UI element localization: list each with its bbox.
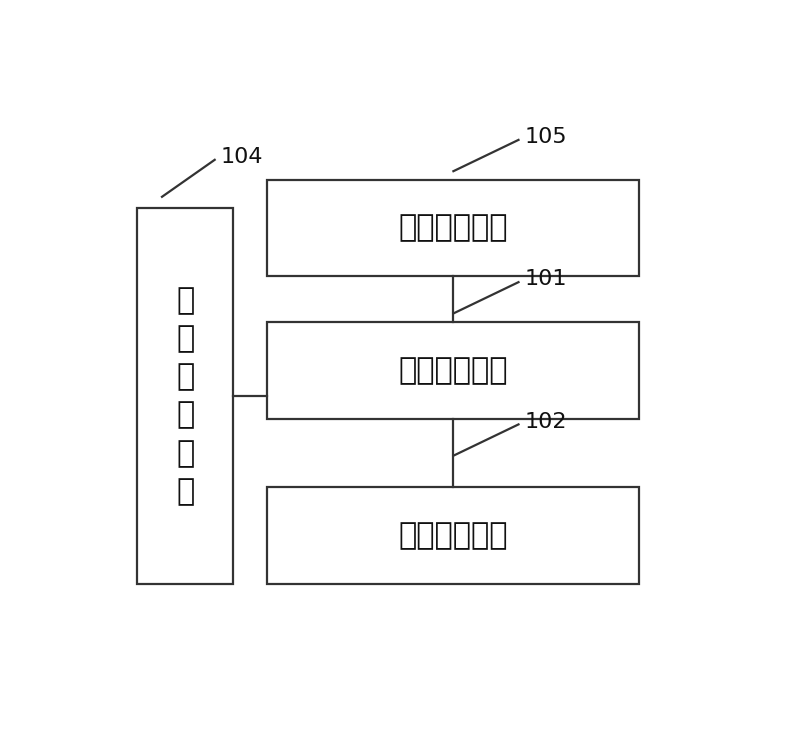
Text: 电流调整单元: 电流调整单元 (398, 521, 508, 550)
Bar (267, 322, 639, 419)
Text: 104: 104 (221, 147, 263, 167)
Bar (267, 487, 639, 584)
Text: 102: 102 (525, 412, 567, 432)
Text: 105: 105 (525, 127, 567, 147)
Text: 浮
动
系
数
单
元: 浮 动 系 数 单 元 (176, 286, 194, 506)
Text: 101: 101 (525, 269, 567, 289)
Bar (138, 208, 234, 584)
Bar (267, 180, 639, 276)
Text: 第一计算单元: 第一计算单元 (398, 356, 508, 385)
Text: 第三计算单元: 第三计算单元 (398, 214, 508, 242)
